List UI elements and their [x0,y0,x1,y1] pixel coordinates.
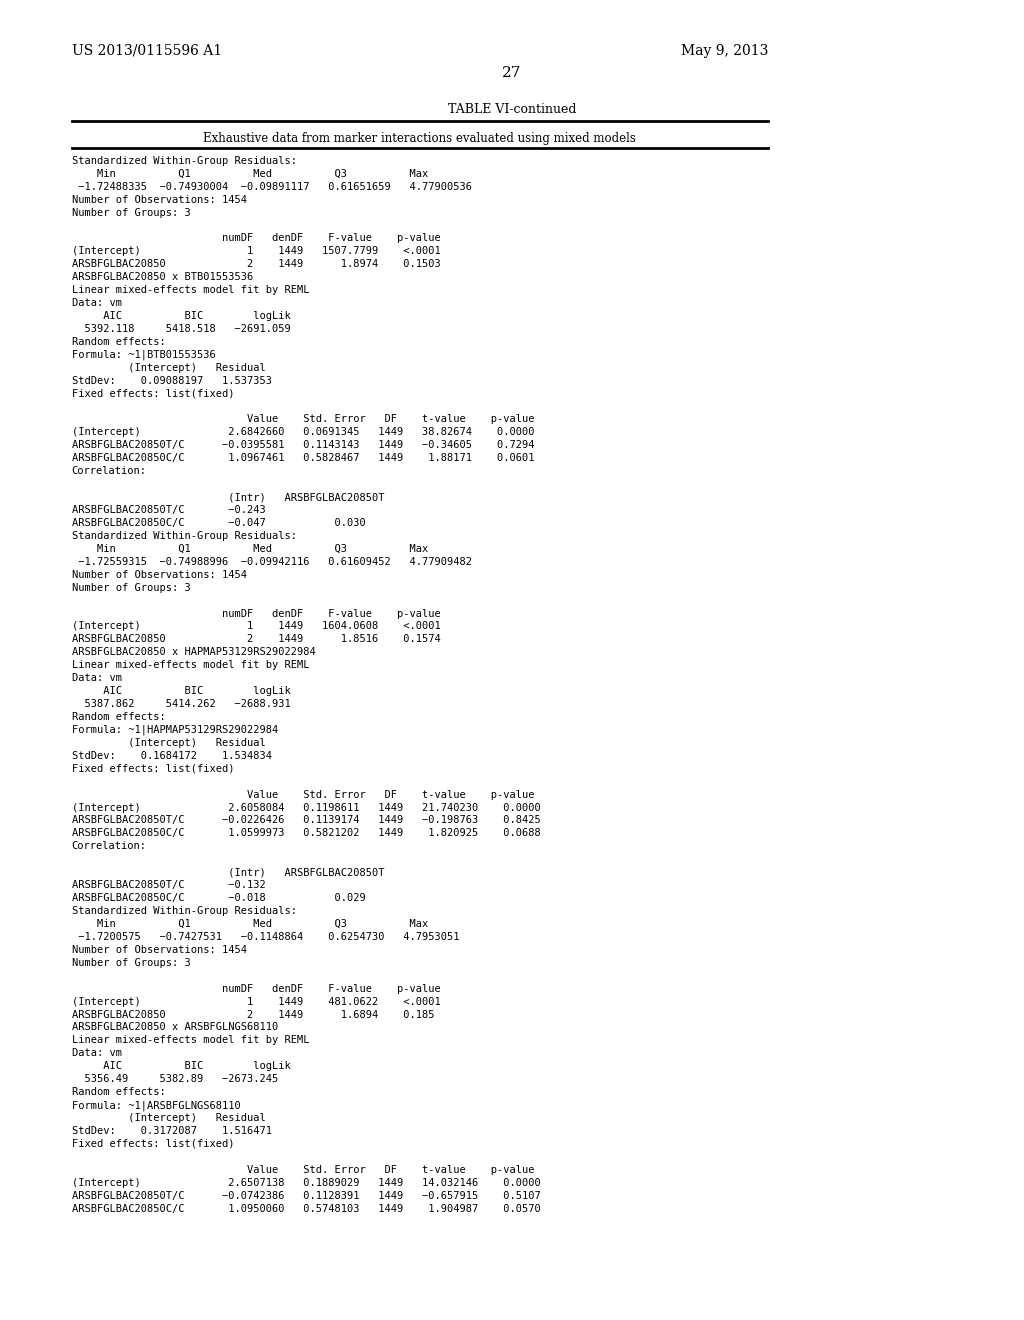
Text: (Intercept)                 1    1449   1604.0608    <.0001: (Intercept) 1 1449 1604.0608 <.0001 [72,622,440,631]
Text: StdDev:    0.1684172    1.534834: StdDev: 0.1684172 1.534834 [72,751,271,760]
Text: ARSBFGLBAC20850 x BTB01553536: ARSBFGLBAC20850 x BTB01553536 [72,272,253,282]
Text: TABLE VI-continued: TABLE VI-continued [447,103,577,116]
Text: ARSBFGLBAC20850             2    1449      1.6894    0.185: ARSBFGLBAC20850 2 1449 1.6894 0.185 [72,1010,434,1019]
Text: Formula: ~1|BTB01553536: Formula: ~1|BTB01553536 [72,350,215,360]
Text: Linear mixed-effects model fit by REML: Linear mixed-effects model fit by REML [72,1035,309,1045]
Text: (Intercept)              2.6507138   0.1889029   1449   14.032146    0.0000: (Intercept) 2.6507138 0.1889029 1449 14.… [72,1177,541,1188]
Text: 5392.118     5418.518   −2691.059: 5392.118 5418.518 −2691.059 [72,323,291,334]
Text: (Intercept)   Residual: (Intercept) Residual [72,363,265,372]
Text: AIC          BIC        logLik: AIC BIC logLik [72,312,291,321]
Text: Number of Groups: 3: Number of Groups: 3 [72,207,190,218]
Text: Linear mixed-effects model fit by REML: Linear mixed-effects model fit by REML [72,285,309,296]
Text: Linear mixed-effects model fit by REML: Linear mixed-effects model fit by REML [72,660,309,671]
Text: numDF   denDF    F-value    p-value: numDF denDF F-value p-value [72,609,440,619]
Text: (Intercept)   Residual: (Intercept) Residual [72,1113,265,1123]
Text: Random effects:: Random effects: [72,337,166,347]
Text: Data: vm: Data: vm [72,1048,122,1059]
Text: Standardized Within-Group Residuals:: Standardized Within-Group Residuals: [72,531,297,541]
Text: Random effects:: Random effects: [72,711,166,722]
Text: Number of Groups: 3: Number of Groups: 3 [72,582,190,593]
Text: ARSBFGLBAC20850             2    1449      1.8516    0.1574: ARSBFGLBAC20850 2 1449 1.8516 0.1574 [72,635,440,644]
Text: Value    Std. Error   DF    t-value    p-value: Value Std. Error DF t-value p-value [72,414,535,425]
Text: 5356.49     5382.89   −2673.245: 5356.49 5382.89 −2673.245 [72,1074,278,1084]
Text: Fixed effects: list(fixed): Fixed effects: list(fixed) [72,764,234,774]
Text: ARSBFGLBAC20850             2    1449      1.8974    0.1503: ARSBFGLBAC20850 2 1449 1.8974 0.1503 [72,259,440,269]
Text: Correlation:: Correlation: [72,466,146,477]
Text: (Intr)   ARSBFGLBAC20850T: (Intr) ARSBFGLBAC20850T [72,867,384,878]
Text: Value    Std. Error   DF    t-value    p-value: Value Std. Error DF t-value p-value [72,789,535,800]
Text: (Intr)   ARSBFGLBAC20850T: (Intr) ARSBFGLBAC20850T [72,492,384,502]
Text: Standardized Within-Group Residuals:: Standardized Within-Group Residuals: [72,156,297,166]
Text: numDF   denDF    F-value    p-value: numDF denDF F-value p-value [72,983,440,994]
Text: Formula: ~1|HAPMAP53129RS29022984: Formula: ~1|HAPMAP53129RS29022984 [72,725,278,735]
Text: Value    Std. Error   DF    t-value    p-value: Value Std. Error DF t-value p-value [72,1164,535,1175]
Text: ARSBFGLBAC20850 x HAPMAP53129RS29022984: ARSBFGLBAC20850 x HAPMAP53129RS29022984 [72,647,315,657]
Text: −1.72559315  −0.74988996  −0.09942116   0.61609452   4.77909482: −1.72559315 −0.74988996 −0.09942116 0.61… [72,557,472,566]
Text: ARSBFGLBAC20850C/C       1.0967461   0.5828467   1449    1.88171    0.0601: ARSBFGLBAC20850C/C 1.0967461 0.5828467 1… [72,453,535,463]
Text: US 2013/0115596 A1: US 2013/0115596 A1 [72,44,222,58]
Text: Formula: ~1|ARSBFGLNGS68110: Formula: ~1|ARSBFGLNGS68110 [72,1100,241,1110]
Text: Number of Observations: 1454: Number of Observations: 1454 [72,945,247,954]
Text: ARSBFGLBAC20850T/C      −0.0226426   0.1139174   1449   −0.198763    0.8425: ARSBFGLBAC20850T/C −0.0226426 0.1139174 … [72,816,541,825]
Text: Number of Observations: 1454: Number of Observations: 1454 [72,194,247,205]
Text: ARSBFGLBAC20850C/C       1.0950060   0.5748103   1449    1.904987    0.0570: ARSBFGLBAC20850C/C 1.0950060 0.5748103 1… [72,1204,541,1213]
Text: (Intercept)              2.6842660   0.0691345   1449   38.82674    0.0000: (Intercept) 2.6842660 0.0691345 1449 38.… [72,428,535,437]
Text: ARSBFGLBAC20850 x ARSBFGLNGS68110: ARSBFGLBAC20850 x ARSBFGLNGS68110 [72,1023,278,1032]
Text: ARSBFGLBAC20850T/C       −0.243: ARSBFGLBAC20850T/C −0.243 [72,506,265,515]
Text: −1.7200575   −0.7427531   −0.1148864    0.6254730   4.7953051: −1.7200575 −0.7427531 −0.1148864 0.62547… [72,932,459,942]
Text: ARSBFGLBAC20850C/C       −0.018           0.029: ARSBFGLBAC20850C/C −0.018 0.029 [72,894,366,903]
Text: Data: vm: Data: vm [72,298,122,308]
Text: numDF   denDF    F-value    p-value: numDF denDF F-value p-value [72,234,440,243]
Text: 27: 27 [503,66,521,81]
Text: ARSBFGLBAC20850T/C       −0.132: ARSBFGLBAC20850T/C −0.132 [72,880,265,890]
Text: StdDev:    0.3172087    1.516471: StdDev: 0.3172087 1.516471 [72,1126,271,1137]
Text: (Intercept)                 1    1449    481.0622    <.0001: (Intercept) 1 1449 481.0622 <.0001 [72,997,440,1007]
Text: Standardized Within-Group Residuals:: Standardized Within-Group Residuals: [72,906,297,916]
Text: AIC          BIC        logLik: AIC BIC logLik [72,686,291,696]
Text: May 9, 2013: May 9, 2013 [681,44,768,58]
Text: Min          Q1          Med          Q3          Max: Min Q1 Med Q3 Max [72,919,428,929]
Text: Number of Groups: 3: Number of Groups: 3 [72,958,190,968]
Text: Correlation:: Correlation: [72,841,146,851]
Text: (Intercept)              2.6058084   0.1198611   1449   21.740230    0.0000: (Intercept) 2.6058084 0.1198611 1449 21.… [72,803,541,813]
Text: Min          Q1          Med          Q3          Max: Min Q1 Med Q3 Max [72,544,428,554]
Text: Exhaustive data from marker interactions evaluated using mixed models: Exhaustive data from marker interactions… [204,132,636,145]
Text: ARSBFGLBAC20850C/C       1.0599973   0.5821202   1449    1.820925    0.0688: ARSBFGLBAC20850C/C 1.0599973 0.5821202 1… [72,829,541,838]
Text: Fixed effects: list(fixed): Fixed effects: list(fixed) [72,388,234,399]
Text: −1.72488335  −0.74930004  −0.09891117   0.61651659   4.77900536: −1.72488335 −0.74930004 −0.09891117 0.61… [72,182,472,191]
Text: Fixed effects: list(fixed): Fixed effects: list(fixed) [72,1139,234,1148]
Text: StdDev:    0.09088197   1.537353: StdDev: 0.09088197 1.537353 [72,376,271,385]
Text: Data: vm: Data: vm [72,673,122,684]
Text: (Intercept)   Residual: (Intercept) Residual [72,738,265,748]
Text: ARSBFGLBAC20850T/C      −0.0395581   0.1143143   1449   −0.34605    0.7294: ARSBFGLBAC20850T/C −0.0395581 0.1143143 … [72,441,535,450]
Text: (Intercept)                 1    1449   1507.7799    <.0001: (Intercept) 1 1449 1507.7799 <.0001 [72,247,440,256]
Text: Random effects:: Random effects: [72,1088,166,1097]
Text: AIC          BIC        logLik: AIC BIC logLik [72,1061,291,1072]
Text: ARSBFGLBAC20850T/C      −0.0742386   0.1128391   1449   −0.657915    0.5107: ARSBFGLBAC20850T/C −0.0742386 0.1128391 … [72,1191,541,1201]
Text: 5387.862     5414.262   −2688.931: 5387.862 5414.262 −2688.931 [72,700,291,709]
Text: Min          Q1          Med          Q3          Max: Min Q1 Med Q3 Max [72,169,428,178]
Text: Number of Observations: 1454: Number of Observations: 1454 [72,570,247,579]
Text: ARSBFGLBAC20850C/C       −0.047           0.030: ARSBFGLBAC20850C/C −0.047 0.030 [72,517,366,528]
